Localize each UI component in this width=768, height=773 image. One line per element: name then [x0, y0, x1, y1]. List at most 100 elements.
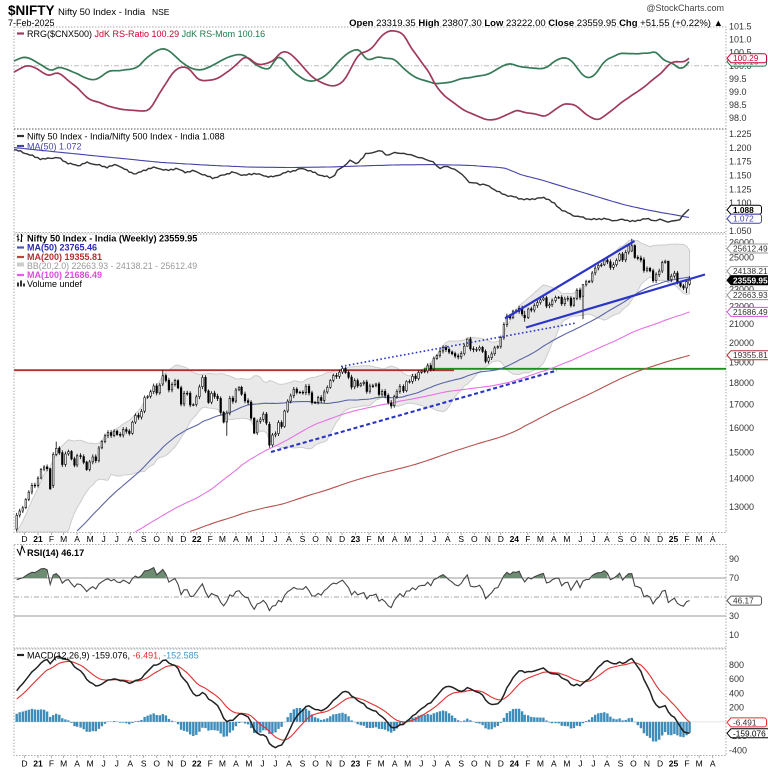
svg-text:D: D — [180, 759, 186, 769]
svg-text:F: F — [366, 534, 371, 544]
svg-text:J: J — [419, 759, 423, 769]
svg-text:21000: 21000 — [729, 319, 754, 329]
svg-text:O: O — [471, 534, 478, 544]
svg-text:D: D — [498, 759, 504, 769]
svg-text:J: J — [578, 759, 582, 769]
svg-text:S: S — [141, 534, 147, 544]
svg-text:20000: 20000 — [729, 338, 754, 348]
svg-text:A: A — [233, 759, 239, 769]
svg-text:J: J — [115, 759, 119, 769]
svg-text:S: S — [618, 759, 624, 769]
svg-text:26000: 26000 — [729, 238, 754, 248]
svg-text:J: J — [432, 534, 436, 544]
svg-text:A: A — [74, 759, 80, 769]
svg-text:-400: -400 — [729, 745, 747, 755]
svg-text:M: M — [404, 759, 411, 769]
svg-text:A: A — [551, 759, 557, 769]
svg-text:99.5: 99.5 — [729, 74, 747, 84]
svg-text:J: J — [419, 534, 423, 544]
svg-text:21686.49: 21686.49 — [733, 307, 768, 317]
svg-text:S: S — [458, 759, 464, 769]
svg-text:A: A — [233, 534, 239, 544]
svg-text:-6.491: -6.491 — [733, 717, 757, 727]
svg-text:Nifty 50 Index - India/Nifty 5: Nifty 50 Index - India/Nifty 500 Index -… — [27, 132, 225, 142]
svg-text:N: N — [326, 534, 332, 544]
svg-text:M: M — [696, 759, 703, 769]
svg-text:A: A — [445, 534, 451, 544]
svg-text:A: A — [710, 759, 716, 769]
svg-text:Nifty 50 Index - India: Nifty 50 Index - India — [58, 7, 146, 18]
svg-text:800: 800 — [729, 660, 744, 670]
svg-text:1.150: 1.150 — [729, 170, 752, 180]
svg-text:101.5: 101.5 — [729, 22, 752, 32]
svg-text:S: S — [141, 759, 147, 769]
svg-text:F: F — [208, 759, 213, 769]
svg-text:F: F — [525, 759, 530, 769]
svg-text:O: O — [630, 534, 637, 544]
svg-text:101.0: 101.0 — [729, 35, 752, 45]
svg-text:600: 600 — [729, 674, 744, 684]
svg-text:M: M — [219, 759, 226, 769]
svg-text:O: O — [153, 534, 160, 544]
svg-text:A: A — [286, 759, 292, 769]
svg-text:1.050: 1.050 — [729, 226, 752, 236]
svg-text:A: A — [392, 534, 398, 544]
svg-text:Nifty 50 Index - India (Weekly: Nifty 50 Index - India (Weekly) 23559.95 — [27, 234, 197, 244]
svg-text:22000: 22000 — [729, 301, 754, 311]
svg-text:BB(20,2.0) 22663.93 - 24138.21: BB(20,2.0) 22663.93 - 24138.21 - 25612.4… — [27, 261, 197, 271]
svg-text:NSE: NSE — [152, 7, 170, 17]
svg-text:J: J — [591, 534, 595, 544]
svg-text:O: O — [312, 759, 319, 769]
svg-text:25: 25 — [669, 534, 679, 544]
svg-text:J: J — [273, 534, 277, 544]
svg-text:21: 21 — [33, 759, 43, 769]
svg-text:F: F — [208, 534, 213, 544]
svg-text:10: 10 — [729, 630, 739, 640]
svg-text:J: J — [578, 534, 582, 544]
svg-text:24: 24 — [510, 534, 520, 544]
svg-text:J: J — [260, 534, 264, 544]
svg-text:O: O — [471, 759, 478, 769]
svg-text:1.125: 1.125 — [729, 184, 752, 194]
svg-text:M: M — [60, 534, 67, 544]
svg-text:RRG($CNX500) JdK RS-Ratio 100.: RRG($CNX500) JdK RS-Ratio 100.29 JdK RS-… — [27, 29, 265, 39]
svg-text:13000: 13000 — [729, 502, 754, 512]
svg-text:14000: 14000 — [729, 474, 754, 484]
svg-text:46.17: 46.17 — [733, 596, 754, 606]
svg-text:$NIFTY: $NIFTY — [8, 3, 55, 18]
svg-text:100.5: 100.5 — [729, 48, 752, 58]
svg-text:D: D — [21, 759, 27, 769]
svg-text:M: M — [378, 534, 385, 544]
svg-text:J: J — [102, 534, 106, 544]
svg-text:1.072: 1.072 — [733, 214, 754, 224]
svg-text:S: S — [300, 534, 306, 544]
svg-text:O: O — [630, 759, 637, 769]
svg-text:D: D — [657, 759, 663, 769]
svg-text:7-Feb-2025: 7-Feb-2025 — [8, 18, 55, 28]
svg-text:Open 23319.35 High 23807.30 Lo: Open 23319.35 High 23807.30 Low 23222.00… — [349, 18, 723, 29]
svg-text:22: 22 — [192, 759, 202, 769]
svg-text:-159.076: -159.076 — [733, 728, 766, 738]
svg-text:24: 24 — [510, 759, 520, 769]
svg-text:23000: 23000 — [729, 284, 754, 294]
svg-text:J: J — [260, 759, 264, 769]
svg-text:D: D — [21, 534, 27, 544]
svg-text:F: F — [49, 759, 54, 769]
svg-text:F: F — [684, 759, 689, 769]
svg-text:1.200: 1.200 — [729, 143, 752, 153]
svg-text:N: N — [644, 534, 650, 544]
svg-text:A: A — [551, 534, 557, 544]
svg-text:1.225: 1.225 — [729, 129, 752, 139]
svg-text:A: A — [286, 534, 292, 544]
svg-text:D: D — [657, 534, 663, 544]
svg-text:23: 23 — [351, 534, 361, 544]
svg-text:J: J — [273, 759, 277, 769]
svg-text:100.29: 100.29 — [733, 53, 759, 63]
svg-text:MA(50) 1.072: MA(50) 1.072 — [27, 142, 82, 152]
svg-text:M: M — [537, 759, 544, 769]
svg-text:J: J — [115, 534, 119, 544]
svg-text:25612.49: 25612.49 — [733, 244, 768, 254]
svg-text:MA(100) 21686.49: MA(100) 21686.49 — [27, 270, 102, 280]
svg-text:M: M — [563, 534, 570, 544]
svg-text:23559.95: 23559.95 — [733, 275, 768, 285]
